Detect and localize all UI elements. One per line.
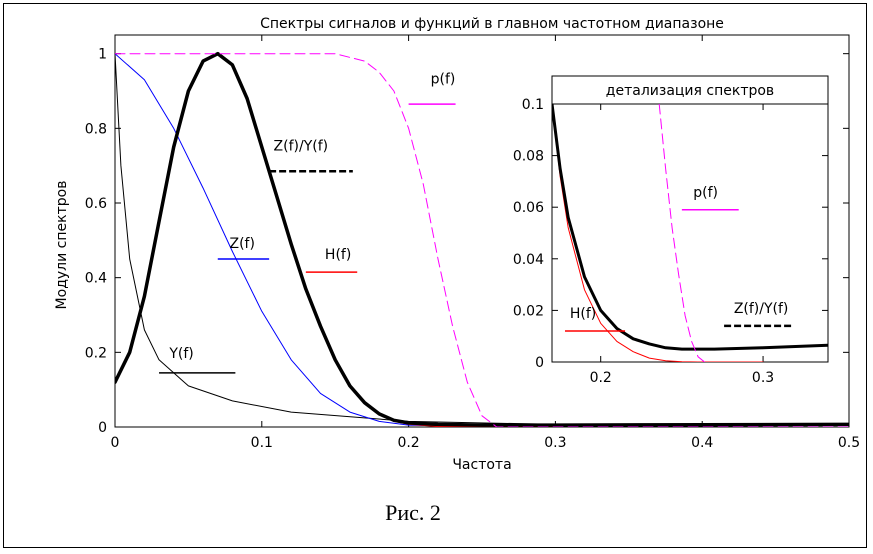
inset-label-h-f: H(f) (570, 306, 596, 322)
inset-y-tick-label: 0.02 (513, 303, 544, 319)
main-y-axis-label: Модули спектров (54, 181, 70, 310)
main-series-p-f (115, 53, 849, 427)
inset-series-h-f (552, 104, 764, 362)
main-series-z-f-y-f (115, 51, 849, 427)
main-x-tick-label: 0.1 (251, 435, 273, 451)
main-x-tick-label: 0.5 (838, 435, 860, 451)
inset-plot-area (551, 103, 829, 363)
main-y-tick-label: 1 (98, 47, 107, 63)
main-label-y-f: Y(f) (168, 346, 193, 362)
main-series-group (115, 51, 849, 427)
inset-chart: детализация спектров 0.2 0.3 0 0.02 0.04 0.06… (513, 75, 829, 386)
main-y-tick-label: 0 (98, 420, 107, 436)
main-chart-title: Спектры сигналов и функций в главном час… (260, 16, 724, 32)
main-x-tick-label: 0 (111, 435, 120, 451)
main-x-axis-label: Частота (452, 457, 511, 473)
main-x-tick-label: 0.3 (544, 435, 566, 451)
main-label-h-f: H(f) (325, 247, 351, 263)
figure-caption: Рис. 2 (385, 500, 441, 525)
main-label-z-f: Z(f) (230, 236, 255, 252)
inset-series-z-f-y-f (552, 104, 828, 351)
inset-x-tick-label: 0.2 (590, 370, 612, 386)
inset-y-tick-label: 0.1 (522, 97, 544, 113)
main-label-z-f-y-f: Z(f)/Y(f) (274, 139, 329, 155)
main-axis-ticks: 0 0.1 0.2 0.3 0.4 0.5 0 0.2 0.4 0.6 0.8 1 (85, 35, 860, 451)
inset-label-p-f: p(f) (693, 185, 718, 201)
inset-y-tick-label: 0.08 (513, 149, 544, 165)
main-series-y-f (115, 53, 849, 426)
inset-label-z-f-y-f: Z(f)/Y(f) (734, 301, 789, 317)
inset-series-labels: H(f) p(f) Z(f)/Y(f) (564, 185, 793, 332)
inset-series-p-f (658, 104, 706, 362)
inset-chart-title: детализация спектров (606, 83, 774, 99)
main-series-z-f (115, 53, 556, 427)
main-y-tick-label: 0.2 (85, 345, 107, 361)
inset-title-box (551, 75, 829, 105)
main-label-p-f: p(f) (431, 72, 456, 88)
main-series-labels: p(f) Z(f)/Y(f) Z(f) H(f) Y(f) (159, 72, 456, 374)
inset-y-tick-label: 0 (535, 355, 544, 371)
inset-series-group (552, 104, 828, 362)
inset-y-tick-label: 0.06 (513, 200, 544, 216)
main-x-tick-label: 0.4 (691, 435, 713, 451)
main-y-tick-label: 0.8 (85, 121, 107, 137)
inset-axis-ticks: 0.2 0.3 0 0.02 0.04 0.06 0.08 0.1 (513, 97, 828, 386)
main-x-tick-label: 0.2 (397, 435, 419, 451)
inset-y-tick-label: 0.04 (513, 252, 544, 268)
main-y-tick-label: 0.4 (85, 271, 107, 287)
main-y-tick-label: 0.6 (85, 196, 107, 212)
inset-x-tick-label: 0.3 (752, 370, 774, 386)
